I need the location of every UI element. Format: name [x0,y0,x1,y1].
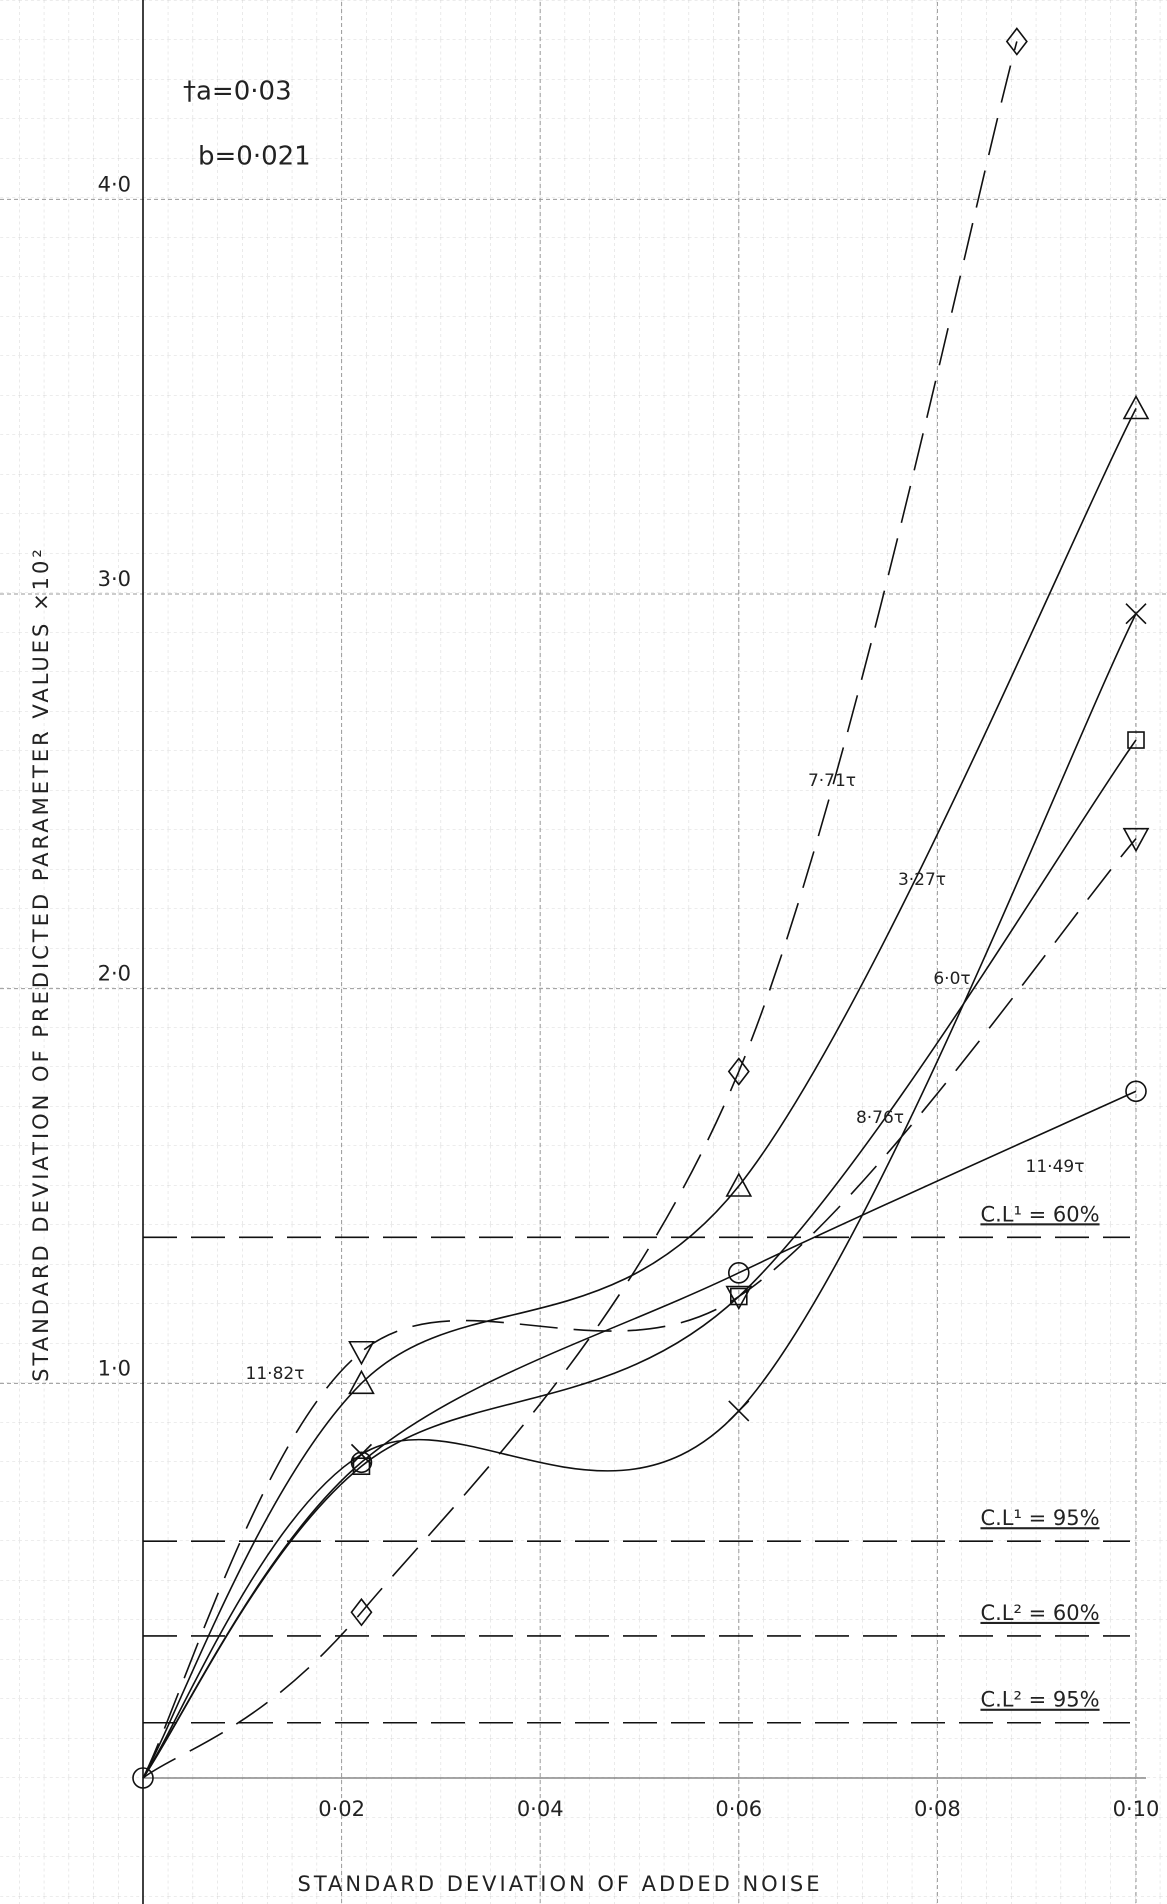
annotation: b=0·021 [198,142,311,172]
series-label: 8·76τ [856,1108,904,1128]
reference-label: C.L¹ = 95% [980,1506,1099,1530]
x-tick-label: 0·04 [517,1797,564,1821]
reference-label: C.L² = 60% [980,1601,1099,1625]
series-label: 7·71τ [808,771,856,791]
y-tick-label: 2·0 [98,962,131,986]
x-tick-label: 0·06 [715,1797,762,1821]
y-axis-label: STANDARD DEVIATION OF PREDICTED PARAMETE… [29,546,53,1382]
y-tick-label: 1·0 [98,1356,131,1380]
y-tick-label: 4·0 [98,172,131,196]
x-tick-label: 0·10 [1113,1797,1160,1821]
series-label: 11·49τ [1026,1157,1085,1177]
chart: STANDARD DEVIATION OF PREDICTED PARAMETE… [0,0,1167,1904]
x-axis-label: STANDARD DEVIATION OF ADDED NOISE [297,1872,822,1896]
series-label: 6·0τ [933,969,970,989]
reference-label: C.L² = 95% [980,1688,1099,1712]
x-tick-label: 0·08 [914,1797,961,1821]
y-tick-label: 3·0 [98,567,131,591]
series-label: 3·27τ [898,870,946,890]
series-label: 11·82τ [246,1364,305,1384]
reference-label: C.L¹ = 60% [980,1202,1099,1226]
x-tick-label: 0·02 [318,1797,365,1821]
annotation: †a=0·03 [183,77,292,107]
